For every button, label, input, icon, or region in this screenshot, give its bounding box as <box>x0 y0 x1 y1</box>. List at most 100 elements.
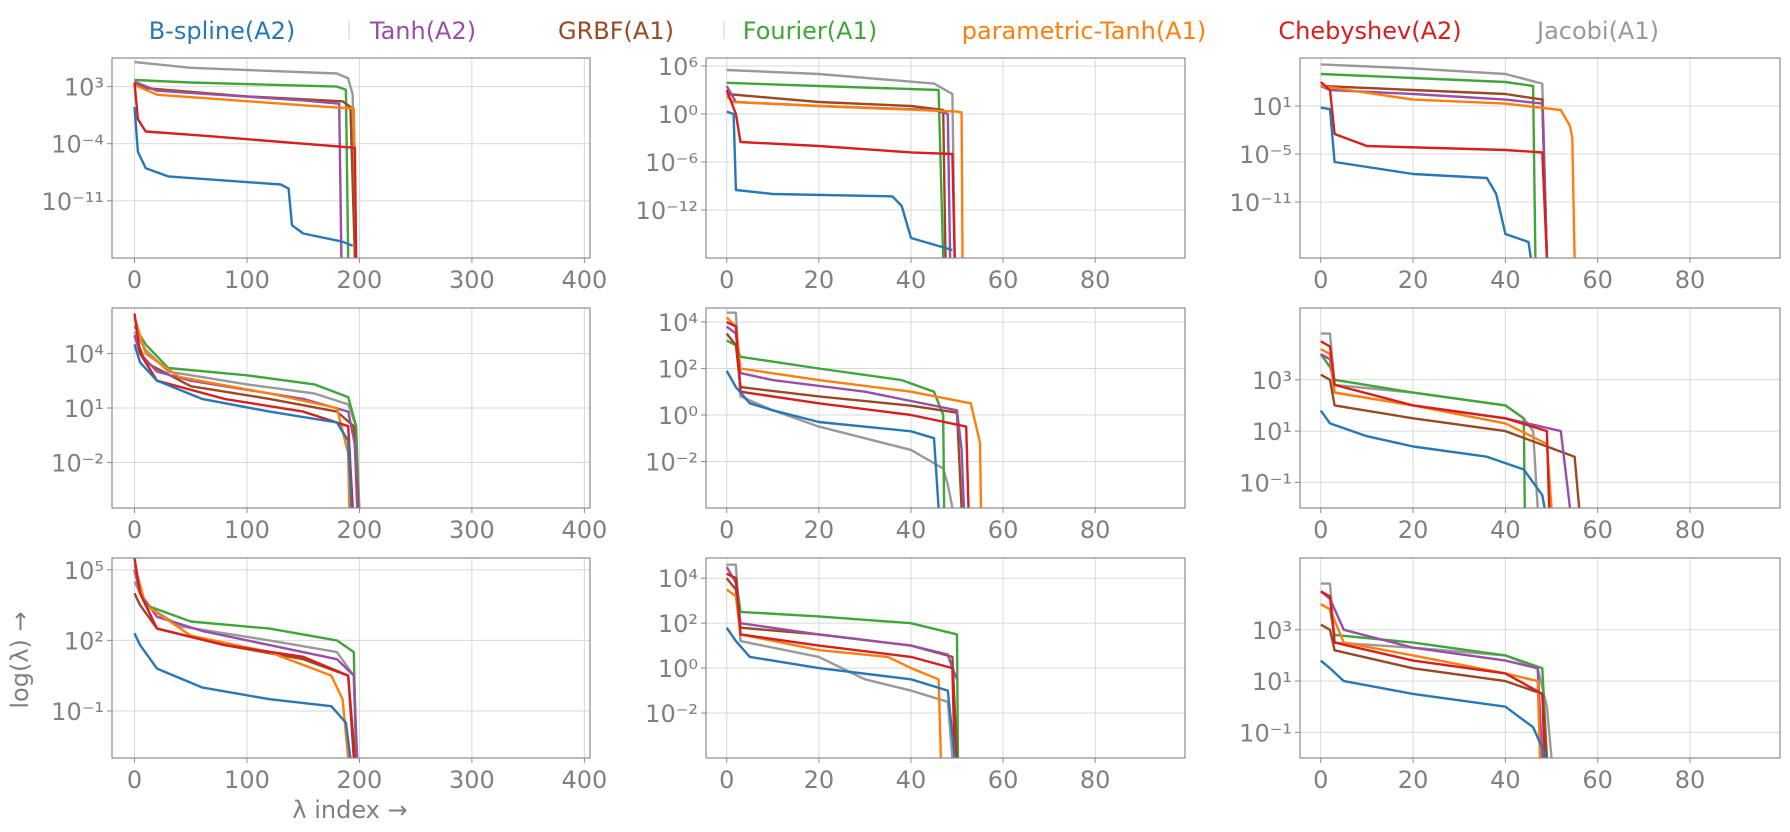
subplot-panel: 0 20 40 60 80 10³ 10¹ 10⁻¹ <box>1239 307 1781 544</box>
x-axis-label: λ index → <box>292 796 407 824</box>
x-tick-label: 0 <box>719 516 734 544</box>
series-line <box>133 106 354 247</box>
series-line <box>1319 409 1546 508</box>
x-tick-label: 80 <box>1675 766 1706 794</box>
y-tick-label: 10¹ <box>1252 93 1292 121</box>
y-tick-label: 10⁻¹² <box>636 197 698 225</box>
legend-entry: parametric-Tanh(A1) <box>962 17 1207 45</box>
plot-area <box>706 558 1185 758</box>
series-line <box>1320 72 1537 258</box>
subplot-panel: 0 20 40 60 80 10³ 10¹ 10⁻¹ <box>1239 557 1781 794</box>
x-tick-label: 300 <box>449 516 495 544</box>
y-tick-label: 10⁻⁴ <box>51 131 104 159</box>
series-line <box>726 92 947 258</box>
series-line <box>134 80 343 258</box>
series-line <box>1320 106 1532 258</box>
legend-entry: B-spline(A2) <box>149 17 296 45</box>
x-tick-label: 0 <box>1313 516 1328 544</box>
x-tick-label: 80 <box>1675 516 1706 544</box>
y-tick-label: 10¹ <box>1252 668 1292 696</box>
x-tick-label: 20 <box>1398 266 1429 294</box>
x-tick-label: 0 <box>127 766 142 794</box>
y-tick-label: 10⁻¹ <box>51 698 104 726</box>
series-line <box>1320 582 1553 758</box>
y-tick-label: 10² <box>658 610 698 638</box>
series-line <box>1320 590 1546 758</box>
series-line <box>1320 659 1548 758</box>
x-tick-label: 200 <box>337 516 383 544</box>
subplot-panel: 0 100 200 300 400 10⁴ 10¹ 10⁻² <box>51 307 607 544</box>
axes-frame <box>1299 57 1781 259</box>
series-line <box>725 370 940 508</box>
series-line <box>725 588 943 758</box>
legend-separator <box>1144 21 1146 39</box>
x-tick-label: 300 <box>449 266 495 294</box>
x-tick-label: 100 <box>224 266 270 294</box>
y-tick-label: 10⁶ <box>658 53 698 81</box>
x-tick-label: 60 <box>1582 766 1613 794</box>
x-tick-label: 60 <box>1582 266 1613 294</box>
x-tick-label: 40 <box>896 516 927 544</box>
series-line <box>725 89 956 258</box>
x-tick-label: 0 <box>127 516 142 544</box>
x-tick-label: 40 <box>896 766 927 794</box>
legend-separator <box>723 21 725 39</box>
series-line <box>726 320 970 508</box>
x-tick-label: 40 <box>1490 516 1521 544</box>
series-line <box>726 68 956 258</box>
y-tick-label: 10⁻² <box>51 450 104 478</box>
y-tick-label: 10³ <box>64 74 104 102</box>
axes-frame <box>1299 557 1781 759</box>
x-tick-label: 80 <box>1080 516 1111 544</box>
axes-frame <box>111 557 591 759</box>
series-line <box>726 110 953 252</box>
series-line <box>133 325 360 508</box>
legend-entry: GRBF(A1) <box>558 17 674 45</box>
series-line <box>1320 340 1551 508</box>
x-tick-label: 40 <box>1490 766 1521 794</box>
y-tick-label: 10⁻¹ <box>1239 719 1292 747</box>
x-tick-label: 60 <box>988 766 1019 794</box>
series-line <box>726 572 956 758</box>
y-tick-label: 10⁻² <box>645 700 698 728</box>
y-tick-label: 10⁵ <box>64 557 104 585</box>
plot-area <box>1300 308 1780 508</box>
legend-entry: Jacobi(A1) <box>1535 17 1659 45</box>
subplot-panel: 0 100 200 300 400 10³ 10⁻⁴ 10⁻¹¹ <box>42 57 607 294</box>
x-tick-label: 20 <box>1398 766 1429 794</box>
legend-entry: Fourier(A1) <box>743 17 877 45</box>
y-tick-label: 10⁴ <box>64 340 104 368</box>
x-tick-label: 200 <box>337 266 383 294</box>
x-tick-label: 60 <box>1582 516 1613 544</box>
legend: B-spline(A2) Tanh(A2) GRBF(A1) Fourier(A1) p… <box>149 17 1659 45</box>
x-tick-label: 0 <box>1313 266 1328 294</box>
x-tick-label: 400 <box>561 516 607 544</box>
x-tick-label: 40 <box>896 266 927 294</box>
y-tick-label: 10⁻⁵ <box>1239 141 1292 169</box>
x-tick-label: 0 <box>1313 766 1328 794</box>
axes-frame <box>705 57 1186 259</box>
x-tick-label: 80 <box>1080 266 1111 294</box>
axes-frame <box>705 557 1186 759</box>
series-line <box>133 313 354 508</box>
x-tick-label: 0 <box>719 766 734 794</box>
y-axis-label: log(λ) → <box>6 611 34 708</box>
y-tick-label: 10⁰ <box>658 101 698 129</box>
x-tick-label: 300 <box>449 766 495 794</box>
x-tick-label: 200 <box>337 766 383 794</box>
x-tick-label: 20 <box>804 266 835 294</box>
x-tick-label: 400 <box>561 766 607 794</box>
series-line <box>726 81 945 258</box>
x-tick-label: 60 <box>988 266 1019 294</box>
legend-entry: Tanh(A2) <box>369 17 476 45</box>
y-tick-label: 10² <box>64 627 104 655</box>
y-tick-label: 10¹ <box>1252 418 1292 446</box>
x-tick-label: 100 <box>224 766 270 794</box>
axes-frame <box>1299 307 1781 509</box>
series-line <box>1320 81 1549 258</box>
subplot-panel: 0 100 200 300 400 10⁵ 10² 10⁻¹ <box>51 557 607 794</box>
y-tick-label: 10⁻¹¹ <box>1230 189 1292 217</box>
y-tick-label: 10² <box>658 355 698 383</box>
axes-frame <box>111 57 591 259</box>
y-tick-label: 10⁴ <box>658 565 698 593</box>
